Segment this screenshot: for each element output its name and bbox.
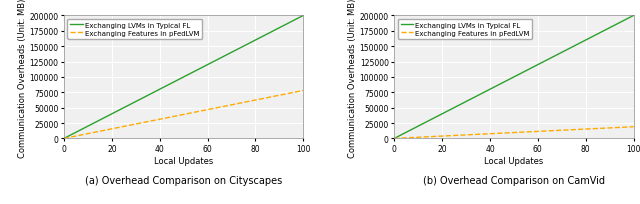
Text: (b) Overhead Comparison on CamVid: (b) Overhead Comparison on CamVid — [423, 175, 605, 185]
Text: (a) Overhead Comparison on Cityscapes: (a) Overhead Comparison on Cityscapes — [85, 175, 282, 185]
Exchanging Features in pFedLVM — [60, 137, 68, 140]
Exchanging Features in pFedLVM — [294, 91, 301, 93]
Exchanging LVMs in Typical FL — [60, 137, 68, 140]
Exchanging LVMs in Typical FL — [533, 65, 541, 67]
Exchanging Features in pFedLVM — [300, 90, 307, 92]
Exchanging LVMs in Typical FL — [175, 79, 183, 81]
X-axis label: Local Updates: Local Updates — [154, 156, 213, 165]
Exchanging LVMs in Typical FL — [294, 18, 301, 20]
Line: Exchanging Features in pFedLVM: Exchanging Features in pFedLVM — [64, 91, 303, 139]
Exchanging Features in pFedLVM — [587, 128, 595, 130]
Line: Exchanging LVMs in Typical FL: Exchanging LVMs in Typical FL — [64, 16, 303, 139]
Legend: Exchanging LVMs in Typical FL, Exchanging Features in pFedLVM: Exchanging LVMs in Typical FL, Exchangin… — [67, 20, 202, 39]
Y-axis label: Communication Overheads (Unit: MB): Communication Overheads (Unit: MB) — [17, 0, 26, 157]
Line: Exchanging Features in pFedLVM: Exchanging Features in pFedLVM — [394, 127, 634, 139]
Exchanging Features in pFedLVM — [533, 131, 541, 133]
Line: Exchanging LVMs in Typical FL: Exchanging LVMs in Typical FL — [394, 16, 634, 139]
Exchanging LVMs in Typical FL — [203, 65, 211, 67]
Exchanging Features in pFedLVM — [624, 126, 632, 129]
Exchanging LVMs in Typical FL — [300, 15, 307, 18]
Exchanging Features in pFedLVM — [257, 98, 264, 101]
Exchanging LVMs in Typical FL — [504, 79, 512, 82]
Y-axis label: Communication Overheads (Unit: MB): Communication Overheads (Unit: MB) — [348, 0, 357, 157]
Exchanging Features in pFedLVM — [520, 131, 527, 134]
Exchanging Features in pFedLVM — [189, 112, 197, 114]
Exchanging Features in pFedLVM — [630, 126, 637, 128]
Exchanging LVMs in Typical FL — [624, 18, 632, 20]
Exchanging Features in pFedLVM — [175, 114, 183, 117]
Exchanging LVMs in Typical FL — [630, 15, 637, 18]
Exchanging Features in pFedLVM — [390, 137, 398, 140]
X-axis label: Local Updates: Local Updates — [484, 156, 543, 165]
Exchanging LVMs in Typical FL — [257, 37, 264, 40]
Exchanging LVMs in Typical FL — [520, 71, 527, 74]
Exchanging LVMs in Typical FL — [390, 137, 398, 140]
Exchanging LVMs in Typical FL — [587, 37, 595, 40]
Exchanging LVMs in Typical FL — [189, 71, 197, 74]
Exchanging Features in pFedLVM — [174, 115, 182, 117]
Legend: Exchanging LVMs in Typical FL, Exchanging Features in pFedLVM: Exchanging LVMs in Typical FL, Exchangin… — [397, 20, 532, 39]
Exchanging LVMs in Typical FL — [174, 79, 182, 82]
Exchanging Features in pFedLVM — [506, 132, 513, 134]
Exchanging Features in pFedLVM — [203, 109, 211, 112]
Exchanging Features in pFedLVM — [504, 132, 512, 134]
Exchanging LVMs in Typical FL — [506, 79, 513, 81]
